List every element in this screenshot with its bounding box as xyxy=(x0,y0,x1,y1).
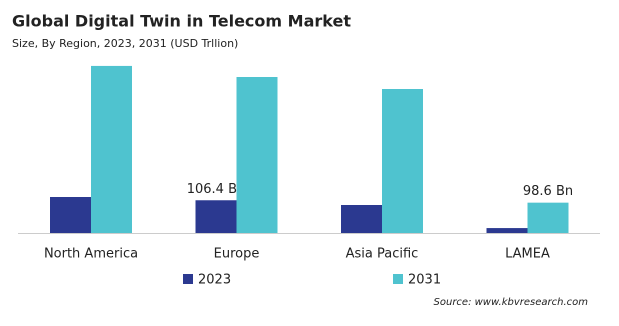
legend-swatch xyxy=(393,274,403,284)
bar xyxy=(527,202,569,233)
bar xyxy=(341,205,382,233)
x-tick-label: Europe xyxy=(214,247,260,262)
bar xyxy=(236,77,278,233)
bar xyxy=(382,89,423,233)
bar xyxy=(91,65,132,233)
bar xyxy=(195,200,237,233)
value-label: 98.6 Bn xyxy=(523,184,573,199)
legend-label: 2023 xyxy=(198,273,231,288)
legend-swatch xyxy=(183,274,193,284)
legend-label: 2031 xyxy=(408,273,441,288)
bar xyxy=(50,197,91,233)
x-tick-label: Asia Pacific xyxy=(346,247,419,262)
source-note: Source: www.kbvresearch.com xyxy=(434,297,589,308)
x-tick-label: North America xyxy=(44,247,138,262)
x-tick-label: LAMEA xyxy=(505,247,550,262)
chart-title: Global Digital Twin in Telecom Market xyxy=(12,12,351,31)
bar xyxy=(486,228,528,233)
value-label: 106.4 Bn xyxy=(187,182,246,197)
chart-subtitle: Size, By Region, 2023, 2031 (USD Trllion… xyxy=(12,37,238,50)
